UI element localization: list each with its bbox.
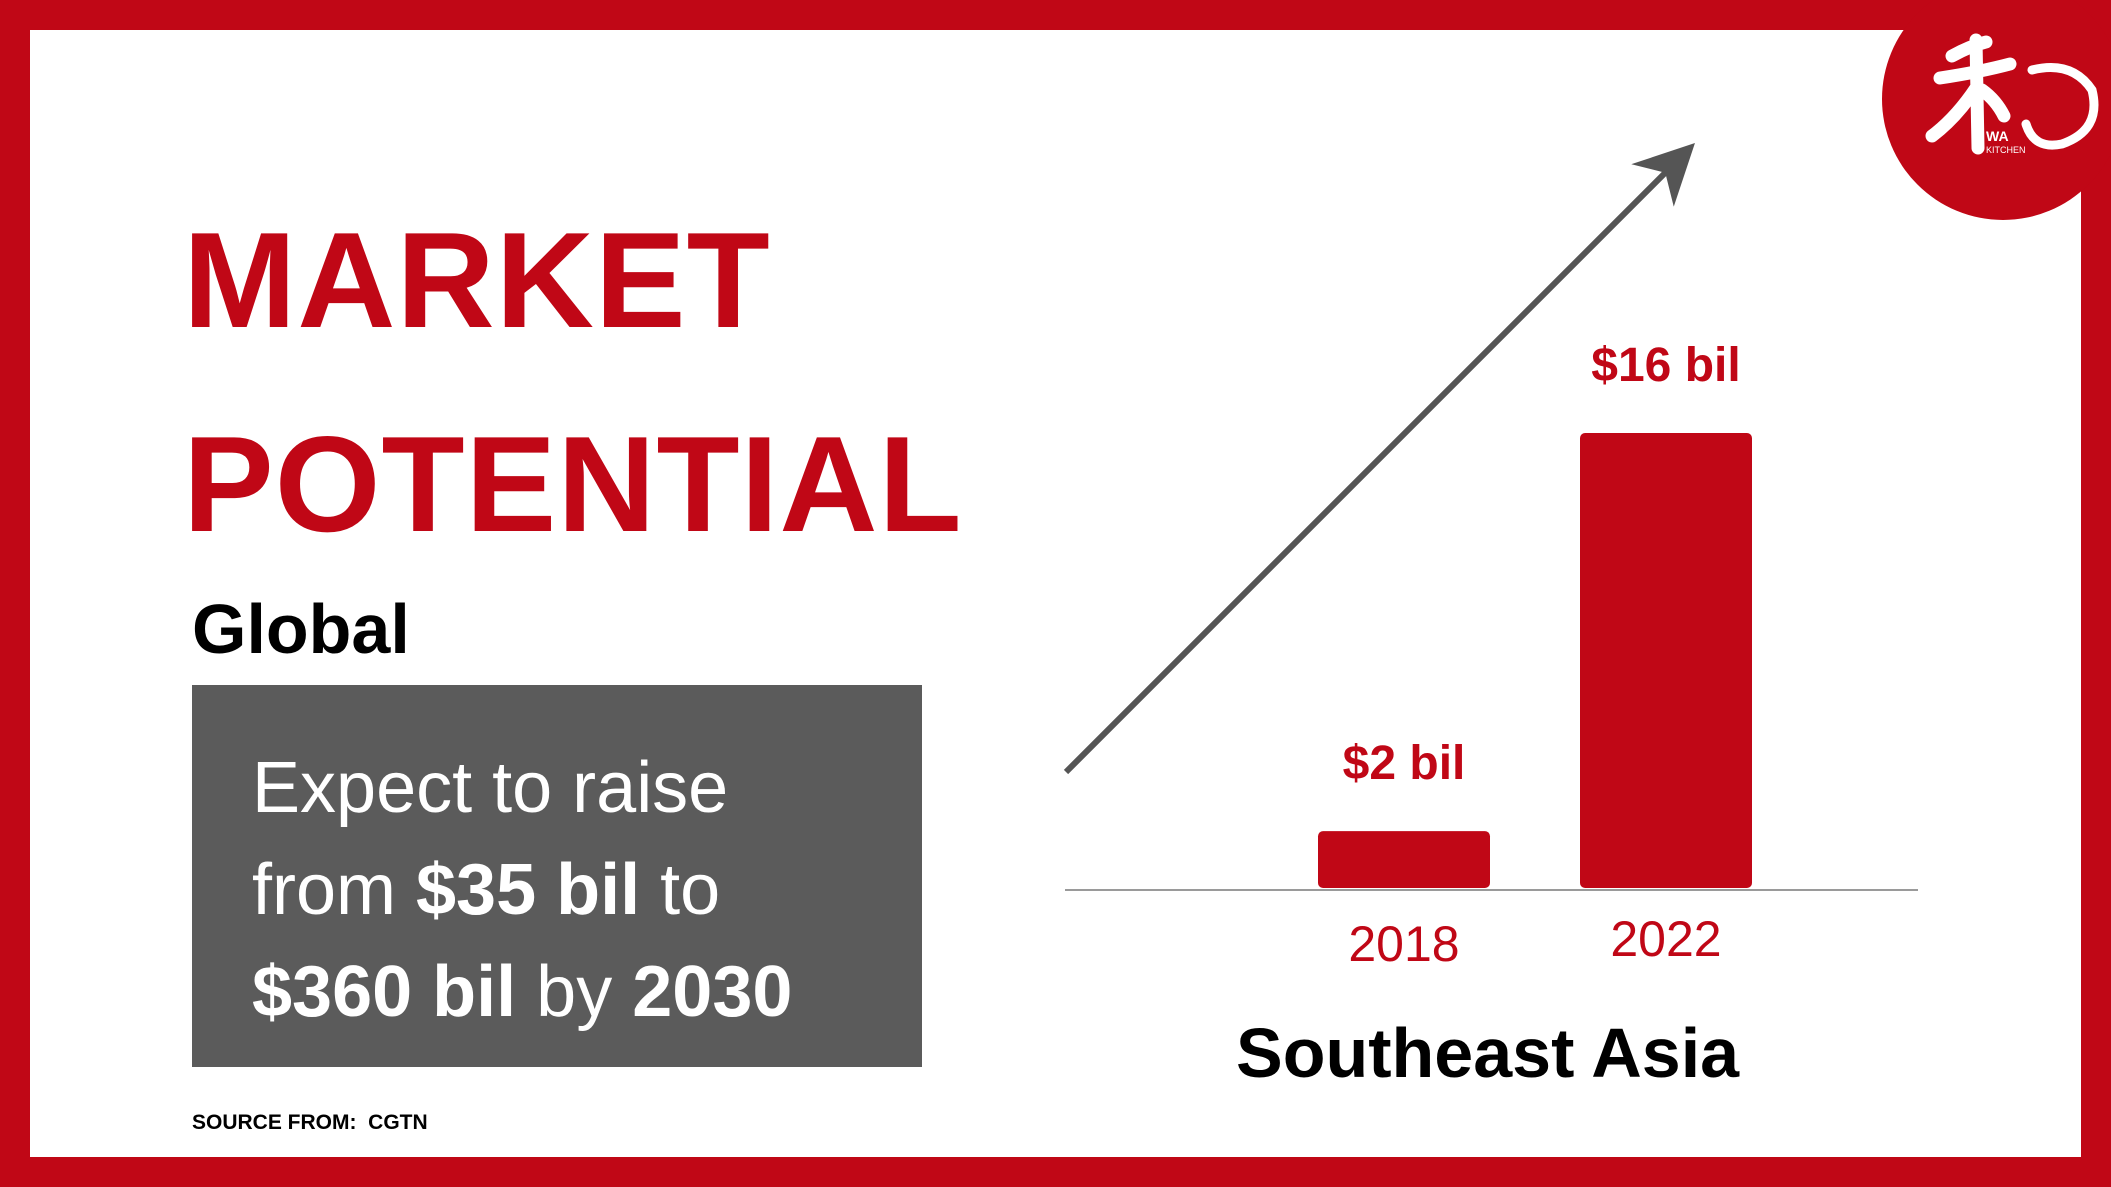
source-credit: SOURCE FROM: CGTN (192, 1111, 428, 1134)
forecast-line-3: $360 bil by 2030 (252, 941, 922, 1043)
title-line-2: POTENTIAL (183, 408, 963, 560)
forecast-text: Expect to raise (252, 748, 729, 828)
forecast-text: by (516, 952, 633, 1032)
forecast-value-2023: $35 bil (416, 850, 641, 930)
forecast-line-1: Expect to raise (252, 737, 922, 839)
data-label-2018: $2 bil (1343, 737, 1466, 790)
enso-circle (2021, 63, 2099, 150)
x-tick-label-2022: 2022 (1610, 911, 1721, 967)
logo-kitchen-text: KITCHEN (1986, 145, 2026, 155)
growth-arrow (1063, 143, 1695, 775)
title-line-1: MARKET (183, 204, 771, 356)
logo-wa-text: WA (1986, 128, 2009, 144)
global-forecast-box: Expect to raise from $35 bil to $360 bil… (192, 685, 922, 1067)
kanji-wa-brush (1925, 33, 2017, 155)
forecast-text: from (252, 850, 417, 930)
x-tick-label-2018: 2018 (1348, 916, 1459, 972)
forecast-line-2: from $35 bil to (252, 839, 922, 941)
forecast-value-2030: $360 bil (252, 952, 517, 1032)
global-heading: Global (192, 590, 410, 668)
data-label-2022: $16 bil (1591, 339, 1740, 392)
bar-2022 (1580, 433, 1752, 888)
x-axis-title: Southeast Asia (1236, 1014, 1740, 1092)
bar-2018 (1318, 831, 1490, 888)
forecast-text: to (640, 850, 721, 930)
forecast-year: 2030 (632, 952, 793, 1032)
wa-kitchen-logo: WA KITCHEN (1882, 0, 2111, 220)
wa-kitchen-logo-mark: WA KITCHEN (1925, 33, 2099, 155)
